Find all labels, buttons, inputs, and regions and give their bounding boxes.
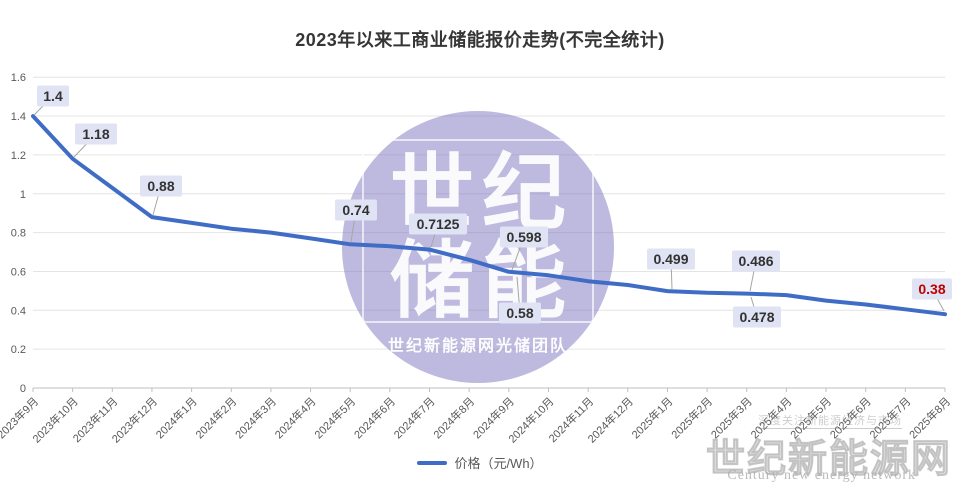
watermark-caption: 世纪新能源网光储团队 — [387, 338, 568, 355]
data-label-box — [499, 302, 541, 324]
data-label-value: 0.598 — [506, 229, 541, 245]
y-axis-tick-label: 0.8 — [11, 228, 26, 240]
y-axis-tick-label: 0.6 — [11, 266, 26, 278]
legend-line-swatch — [417, 460, 448, 465]
data-label-box — [912, 278, 952, 300]
data-label-value: 0.499 — [653, 251, 688, 267]
data-label-box — [140, 175, 182, 197]
chart-title: 2023年以来工商业储能报价走势(不完全统计) — [295, 30, 665, 50]
data-label-value: 0.478 — [739, 309, 774, 325]
y-axis-tick-label: 0 — [20, 383, 26, 395]
y-axis-tick-label: 0.2 — [11, 344, 26, 356]
data-label-value: 1.18 — [82, 126, 109, 142]
data-label-box — [500, 226, 548, 248]
data-label-value: 1.4 — [43, 88, 63, 104]
price-line — [31, 114, 947, 317]
y-axis-tick-label: 1 — [20, 189, 26, 201]
data-label-value: 0.88 — [147, 178, 174, 194]
data-label-value: 0.74 — [342, 202, 369, 218]
data-label-value: 0.7125 — [417, 216, 460, 232]
data-label-box — [733, 306, 781, 328]
y-axis-tick-label: 1.6 — [11, 72, 26, 84]
data-label-box — [335, 199, 377, 221]
data-label-box — [409, 213, 467, 235]
data-label-value: 0.58 — [506, 305, 533, 321]
data-label-box — [732, 250, 780, 272]
data-label-box — [647, 248, 695, 270]
y-axis-tick-label: 1.2 — [11, 150, 26, 162]
y-axis-tick-label: 1.4 — [11, 111, 26, 123]
legend-label: 价格（元/Wh） — [454, 456, 543, 471]
data-label-box — [37, 85, 69, 107]
legend: 价格（元/Wh） — [0, 453, 960, 472]
data-label-box — [75, 123, 117, 145]
watermark-frame — [362, 139, 594, 323]
data-label-value: 0.38 — [918, 281, 945, 297]
data-label-value: 0.486 — [738, 253, 773, 269]
y-axis-tick-label: 0.4 — [11, 305, 26, 317]
